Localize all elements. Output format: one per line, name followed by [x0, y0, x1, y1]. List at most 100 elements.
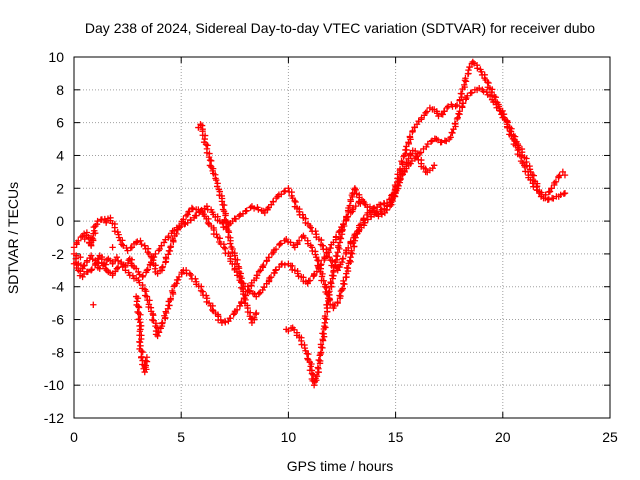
data-point-interp — [397, 175, 404, 183]
data-point-interp — [306, 277, 314, 284]
data-point-interp — [441, 108, 448, 115]
data-point-interp — [339, 255, 347, 262]
data-point — [430, 162, 438, 169]
data-point-interp — [372, 209, 379, 216]
data-point-interp — [222, 212, 229, 219]
data-point-interp — [346, 257, 353, 264]
data-point-interp — [389, 197, 396, 205]
data-point-interp — [111, 228, 119, 235]
data-point-interp — [213, 176, 220, 184]
data-point — [561, 171, 569, 179]
data-point-interp — [227, 240, 234, 247]
x-tick-label: 25 — [602, 429, 618, 445]
data-point-interp — [319, 330, 326, 337]
series-track-6 — [132, 293, 151, 376]
data-point-interp — [142, 288, 150, 295]
data-point-interp — [147, 253, 155, 260]
data-point-interp — [343, 213, 350, 220]
data-point-interp — [84, 268, 92, 276]
data-point-interp — [338, 227, 346, 235]
data-point-interp — [192, 275, 199, 283]
data-point-interp — [255, 290, 263, 297]
data-point-interp — [336, 292, 343, 299]
data-point-interp — [260, 283, 268, 291]
data-point-interp — [314, 364, 322, 371]
data-point-interp — [447, 134, 454, 141]
data-point-interp — [134, 238, 141, 245]
data-point-interp — [236, 211, 244, 218]
plot-frame — [73, 56, 611, 419]
data-point — [291, 267, 299, 274]
data-point — [180, 216, 187, 223]
data-point-interp — [462, 75, 469, 82]
data-point — [132, 239, 140, 246]
data-point-interp — [204, 219, 212, 227]
data-point-interp — [224, 219, 231, 226]
data-point-interp — [165, 251, 172, 258]
data-point-interp — [316, 352, 323, 359]
data-point — [295, 237, 303, 244]
data-point-interp — [403, 159, 410, 166]
data-point-interp — [193, 212, 200, 219]
data-point — [253, 309, 260, 317]
data-point-interp — [352, 202, 359, 210]
data-point — [461, 81, 468, 89]
data-point — [338, 286, 346, 294]
data-point — [259, 286, 266, 294]
data-point-interp — [277, 240, 285, 247]
data-point — [424, 140, 431, 148]
data-point-interp — [383, 206, 391, 214]
data-point-interp — [318, 261, 325, 268]
y-tick-label: 2 — [56, 180, 64, 196]
data-point-interp — [325, 249, 332, 256]
data-point — [77, 253, 84, 261]
data-point — [360, 198, 367, 205]
data-point — [338, 258, 346, 266]
y-tick-label: 6 — [56, 115, 64, 131]
data-point — [465, 66, 472, 74]
data-point — [533, 186, 541, 194]
data-point-interp — [332, 252, 340, 260]
data-markers — [70, 58, 569, 389]
data-point — [546, 188, 554, 195]
data-point-interp — [265, 254, 273, 261]
data-point-interp — [495, 103, 503, 110]
x-tick-label: 0 — [70, 429, 78, 445]
data-point — [156, 245, 163, 253]
data-point-interp — [453, 115, 461, 123]
data-point-interp — [138, 347, 145, 355]
data-point-interp — [506, 127, 514, 135]
data-point-interp — [332, 233, 340, 240]
data-point-interp — [464, 92, 471, 99]
data-point-interp — [225, 229, 233, 236]
data-point-interp — [388, 192, 395, 199]
data-point-interp — [350, 243, 358, 250]
y-tick-label: -2 — [52, 246, 65, 262]
data-point — [478, 68, 485, 75]
data-point-interp — [310, 371, 317, 379]
data-point — [135, 303, 142, 310]
data-point-interp — [313, 373, 321, 380]
data-point-interp — [89, 235, 97, 243]
data-point-interp — [336, 234, 344, 242]
data-point-interp — [329, 257, 336, 265]
data-point-interp — [144, 266, 151, 273]
data-point — [238, 278, 245, 286]
data-point-interp — [301, 234, 309, 242]
data-point-interp — [398, 158, 405, 165]
data-point-interp — [548, 185, 555, 192]
data-point-interp — [307, 363, 314, 370]
data-point-interp — [159, 319, 166, 327]
data-point — [276, 240, 284, 248]
data-point — [255, 206, 262, 213]
data-point-interp — [153, 324, 161, 331]
data-point — [302, 347, 309, 354]
data-point-interp — [448, 129, 455, 136]
data-point — [285, 185, 292, 192]
data-point — [154, 332, 161, 340]
data-point-interp — [168, 287, 176, 295]
data-point-interp — [457, 90, 465, 97]
data-point — [122, 267, 129, 274]
data-point-interp — [259, 263, 266, 270]
